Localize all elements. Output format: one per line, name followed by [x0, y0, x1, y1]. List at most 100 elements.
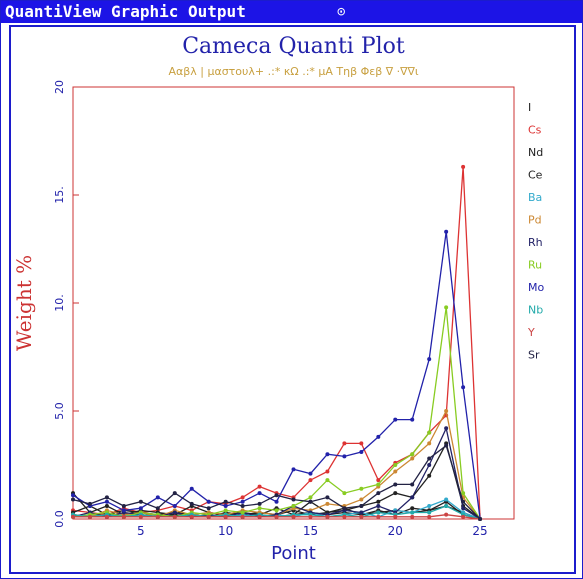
data-point-cs [257, 484, 262, 489]
data-point-ru [240, 510, 245, 515]
data-point-nd [376, 499, 381, 504]
data-point-sr [274, 493, 279, 498]
data-point-cs [240, 495, 245, 500]
legend-item-rh: Rh [528, 236, 543, 249]
circle-dot-icon[interactable]: ⊙ [337, 4, 346, 20]
data-point-sr [444, 443, 449, 448]
data-point-nd [104, 504, 109, 509]
title-bar[interactable]: QuantiView Graphic Output ⊙ [1, 1, 582, 23]
legend-item-pd: Pd [528, 214, 542, 227]
data-point-mo [461, 385, 466, 390]
chart-subtitle: Aαβλ | μαστουλ+ .:* κΩ .:* μΑ Tηβ Φεβ ∇ … [168, 65, 418, 78]
data-point-y [240, 514, 245, 519]
data-point-mo [325, 452, 330, 457]
data-point-rh [359, 510, 364, 515]
x-tick-label: 10 [218, 524, 233, 538]
data-point-sr [206, 506, 211, 511]
data-point-y [223, 514, 228, 519]
data-point-rh [410, 495, 415, 500]
data-point-ru [274, 508, 279, 513]
data-point-sr [71, 497, 75, 502]
data-point-mo [342, 454, 347, 459]
data-point-mo [427, 357, 432, 362]
data-point-ru [308, 495, 313, 500]
data-point-y [461, 514, 466, 519]
data-point-y [155, 514, 160, 519]
legend-item-sr: Sr [528, 349, 540, 362]
data-point-y [376, 514, 381, 519]
data-point-mo [155, 495, 160, 500]
data-point-ru [427, 430, 432, 435]
plot-frame: Cameca Quanti Plot Aαβλ | μαστουλ+ .:* κΩ… [9, 25, 576, 574]
data-point-mo [410, 417, 415, 422]
data-point-y [206, 514, 211, 519]
chart-title: Cameca Quanti Plot [182, 34, 405, 59]
data-point-pd [359, 497, 364, 502]
data-point-sr [104, 495, 109, 500]
data-point-mo [291, 467, 296, 472]
data-point-sr [342, 506, 347, 511]
x-axis-label: Point [271, 543, 316, 564]
data-point-y [71, 514, 75, 519]
data-point-cs [325, 469, 330, 474]
data-point-sr [393, 482, 398, 487]
data-point-pd [393, 469, 398, 474]
data-point-y [291, 514, 296, 519]
data-point-y [172, 514, 177, 519]
data-point-nd [393, 491, 398, 496]
data-point-rh [376, 504, 381, 509]
data-point-y [427, 514, 432, 519]
legend-item-ce: Ce [528, 169, 543, 182]
data-point-rh [461, 506, 466, 511]
data-point-sr [291, 497, 296, 502]
data-point-y [104, 514, 109, 519]
data-point-rh [172, 510, 177, 515]
series-line-mo [72, 231, 481, 520]
data-point-mo [274, 499, 279, 504]
plot-area [72, 86, 515, 520]
x-tick-label: 5 [137, 524, 145, 538]
data-point-cs [342, 441, 347, 446]
data-point-ru [325, 478, 330, 483]
data-point-cs [359, 441, 364, 446]
data-point-sr [240, 504, 245, 509]
data-point-ru [461, 491, 466, 496]
x-tick-label: 15 [303, 524, 318, 538]
data-point-sr [223, 499, 228, 504]
data-point-sr [138, 499, 143, 504]
data-point-y [359, 514, 364, 519]
data-point-y [257, 514, 262, 519]
quanti-plot-chart: Cameca Quanti Plot Aαβλ | μαστουλ+ .:* κΩ… [12, 34, 544, 564]
y-tick-label: 10. [53, 294, 66, 312]
legend-item-ru: Ru [528, 259, 542, 272]
y-tick-label: 5.0 [53, 402, 66, 420]
legend-item-nb: Nb [528, 304, 543, 317]
legend-item-cs: Cs [528, 124, 542, 137]
data-point-rh [427, 463, 432, 467]
data-point-mo [240, 499, 245, 504]
data-point-sr [376, 491, 381, 496]
data-point-sr [308, 499, 313, 504]
data-point-ru [291, 504, 296, 509]
series-line-ru [72, 307, 481, 520]
data-point-sr [427, 456, 432, 461]
data-point-sr [121, 504, 126, 509]
data-point-cs [308, 478, 313, 483]
data-point-mo [359, 450, 364, 455]
data-point-ru [376, 482, 381, 487]
data-point-y [189, 514, 194, 519]
legend-item-mo: Mo [528, 281, 544, 294]
data-point-mo [189, 486, 194, 491]
data-point-mo [376, 434, 381, 439]
data-point-ru [359, 486, 364, 491]
y-tick-label: 20 [53, 80, 66, 94]
data-point-mo [138, 506, 143, 511]
data-point-ru [393, 463, 398, 467]
y-axis-label: Weight % [12, 255, 36, 351]
data-point-y [444, 512, 449, 517]
data-point-nb [444, 504, 449, 509]
series-line-cs [72, 166, 481, 520]
data-point-sr [461, 499, 466, 504]
data-point-mo [308, 471, 313, 476]
